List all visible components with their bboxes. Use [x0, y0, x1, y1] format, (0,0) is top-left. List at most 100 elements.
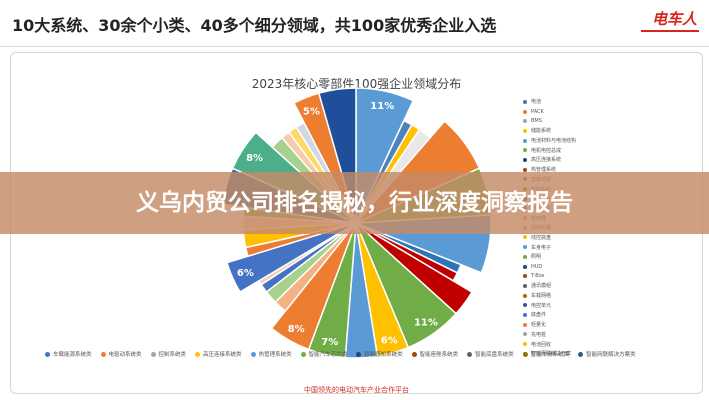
- legend-marker-icon: [300, 351, 306, 357]
- legend-label: 智能座舱系统类: [419, 352, 459, 358]
- legend-marker-icon: [100, 351, 106, 357]
- side-legend-label: 轻量化: [531, 322, 547, 329]
- legend-marker-icon: [356, 351, 362, 357]
- legend-marker-icon: [150, 351, 156, 357]
- legend-item: 控制系统类: [150, 350, 187, 358]
- side-legend-label: 电机电控总成: [531, 147, 562, 154]
- side-legend-label: 储能系统: [531, 128, 552, 135]
- pie-slice-label-25: 8%: [246, 153, 263, 164]
- legend-label: 热管理系统类: [258, 352, 292, 358]
- legend-marker-icon: [523, 119, 527, 124]
- side-legend-item: 电池回收: [523, 339, 673, 349]
- source-note: 中国领先的电动汽车产业合作平台: [304, 386, 409, 394]
- legend-marker-icon: [523, 293, 527, 298]
- side-legend-label: HUD: [531, 263, 543, 270]
- side-legend-item: 热管理系统: [523, 165, 673, 175]
- side-legend-item: T-Box: [523, 271, 673, 281]
- pie-slice-label-30: 5%: [303, 107, 320, 118]
- pie-slice-label-19: 6%: [237, 268, 254, 279]
- side-legend-item: 电控单元: [523, 300, 673, 310]
- legend-item: 电驱动系统类: [100, 350, 142, 358]
- side-legend-item: 储能系统: [523, 126, 673, 136]
- legend-item: 高压连接系统类: [195, 350, 242, 358]
- legend-marker-icon: [523, 245, 527, 250]
- legend-item: 智能底盘系统类: [467, 350, 514, 358]
- overlay-banner: 义乌内贸公司排名揭秘，行业深度洞察报告: [0, 172, 709, 234]
- legend-marker-icon: [523, 109, 527, 114]
- side-legend-label: 车载网络: [531, 293, 552, 300]
- side-legend-item: 高压连接系统: [523, 155, 673, 165]
- legend-marker-icon: [522, 351, 528, 357]
- pie-slice-label-0: 11%: [370, 101, 394, 112]
- top-header: 10大系统、30余个小类、40多个细分领域，共100家优秀企业入选 电车人: [0, 0, 709, 47]
- legend-marker-icon: [523, 138, 527, 143]
- legend-label: 电驱动系统类: [108, 352, 142, 358]
- side-legend-item: PACK: [523, 107, 673, 117]
- side-legend-item: 底盘件: [523, 310, 673, 320]
- legend-item: 热管理系统类: [250, 350, 292, 358]
- legend-item: 智能车身系统类: [522, 350, 569, 358]
- overlay-title: 义乌内贸公司排名揭秘，行业深度洞察报告: [136, 190, 573, 216]
- side-legend-item: 充电桩: [523, 330, 673, 340]
- legend-item: 智能网联解决方案类: [578, 350, 636, 358]
- side-legend-item: 电机电控总成: [523, 145, 673, 155]
- legend-label: 高压连接系统类: [203, 352, 242, 358]
- legend-marker-icon: [523, 254, 527, 259]
- legend-marker-icon: [578, 351, 584, 357]
- pie-slice-label-14: 8%: [288, 324, 305, 335]
- side-legend-item: 照明: [523, 252, 673, 262]
- side-legend-label: T-Box: [531, 273, 545, 280]
- side-legend-label: 照明: [531, 254, 542, 261]
- side-legend-item: 轻量化: [523, 320, 673, 330]
- pie-slice-label-13: 7%: [321, 337, 338, 348]
- legend-marker-icon: [523, 157, 527, 162]
- side-legend-item: BMS: [523, 116, 673, 126]
- legend-marker-icon: [523, 235, 527, 240]
- side-legend-item: 线控底盘: [523, 233, 673, 243]
- legend-marker-icon: [523, 342, 527, 347]
- brand-underline: [641, 30, 699, 32]
- legend-item: 智能感知系统类: [356, 350, 403, 358]
- pie-slice-14: [270, 222, 357, 351]
- legend-label: 智能底盘系统类: [475, 352, 514, 358]
- legend-marker-icon: [250, 351, 256, 357]
- chart-title: 2023年核心零部件100强企业领域分布: [251, 77, 462, 91]
- legend-marker-icon: [523, 322, 527, 327]
- legend-marker-icon: [523, 274, 527, 279]
- side-legend-label: 线控底盘: [531, 234, 552, 241]
- side-legend-label: BMS: [531, 118, 542, 125]
- legend-marker-icon: [411, 351, 417, 357]
- legend-marker-icon: [523, 312, 527, 317]
- side-legend-label: 智能网联解决方案: [531, 351, 572, 358]
- side-legend-item: 电池材料与电池结构: [523, 136, 673, 146]
- bottom-legend: 车载能源系统类 电驱动系统类 控制系统类 高压连接系统类 热管理系统类 智能汽车芯片类 智能…: [45, 350, 685, 358]
- side-legend-label: PACK: [531, 108, 544, 115]
- legend-marker-icon: [467, 351, 473, 357]
- side-legend-item: HUD: [523, 262, 673, 272]
- pie-slice-19: [226, 222, 357, 294]
- legend-marker-icon: [523, 99, 527, 104]
- legend-marker-icon: [523, 167, 527, 172]
- legend-marker-icon: [195, 351, 201, 357]
- brand-logo: 电车人: [651, 10, 697, 28]
- legend-item: 智能座舱系统类: [411, 350, 459, 358]
- legend-item: 智能汽车芯片类: [300, 350, 347, 358]
- legend-marker-icon: [523, 303, 527, 308]
- side-legend-label: 充电桩: [531, 331, 547, 338]
- pie-slice-label-11: 6%: [381, 335, 398, 346]
- side-legend-label: 热管理系统: [531, 167, 557, 174]
- legend-marker-icon: [45, 351, 50, 357]
- page-headline: 10大系统、30余个小类、40多个细分领域，共100家优秀企业入选: [12, 16, 497, 35]
- side-legend-label: 高压连接系统: [531, 157, 562, 164]
- legend-marker-icon: [523, 332, 527, 337]
- side-legend-label: 通讯模组: [531, 283, 552, 290]
- side-legend-item: 车身电子: [523, 242, 673, 252]
- legend-label: 控制系统类: [158, 352, 187, 358]
- pie-slice-label-10: 11%: [414, 318, 438, 329]
- side-legend-item: 车载网络: [523, 291, 673, 301]
- legend-label: 车载能源系统类: [53, 352, 92, 358]
- side-legend-label: 车身电子: [531, 244, 552, 251]
- side-legend-label: 电池回收: [531, 341, 552, 348]
- legend-marker-icon: [523, 283, 527, 288]
- legend-marker-icon: [523, 128, 527, 133]
